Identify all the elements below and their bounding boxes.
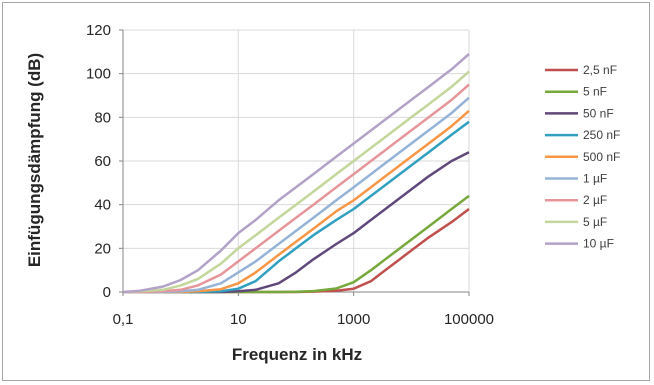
y-tick-label: 100 [86,66,111,83]
series-line-5 [123,96,470,294]
series-layer [122,53,470,294]
series-line-0 [123,208,470,294]
x-tick-label: 0,1 [113,311,134,328]
y-tick-label: 20 [94,240,111,257]
legend-label: 50 nF [583,106,614,120]
legend-label: 10 µF [583,237,614,251]
x-axis-title: Frequenz in kHz [232,345,362,364]
series-line-3 [123,120,470,294]
series-line-7 [122,70,470,294]
x-tick-label: 1000 [337,311,370,328]
y-axis: 0 20 40 60 80 100 120 [86,22,123,301]
legend-label: 5 µF [583,215,607,229]
series-line-6 [123,83,470,294]
y-tick-label: 60 [94,153,111,170]
y-tick-label: 40 [94,197,111,214]
x-axis: 0,1 10 1000 100000 [113,292,494,328]
legend-label: 1 µF [583,172,607,186]
y-tick-label: 120 [86,22,111,39]
y-tick-label: 80 [94,109,111,126]
series-line-2 [123,151,470,294]
x-tick-label: 10 [230,311,247,328]
y-tick-label: 0 [103,284,111,301]
legend-label: 2 µF [583,193,607,207]
legend-label: 500 nF [583,150,620,164]
x-tick-label: 100000 [444,311,494,328]
legend-label: 2,5 nF [583,63,617,77]
legend: 2,5 nF 5 nF 50 nF 250 nF 500 nF 1 µF 2 µF 5 µF 1… [545,63,620,251]
legend-label: 5 nF [583,85,607,99]
chart-frame [2,2,650,381]
series-line-1 [123,194,470,294]
legend-label: 250 nF [583,128,620,142]
y-axis-title: Einfügungsdämpfung (dB) [25,53,44,267]
series-line-8 [122,53,470,294]
